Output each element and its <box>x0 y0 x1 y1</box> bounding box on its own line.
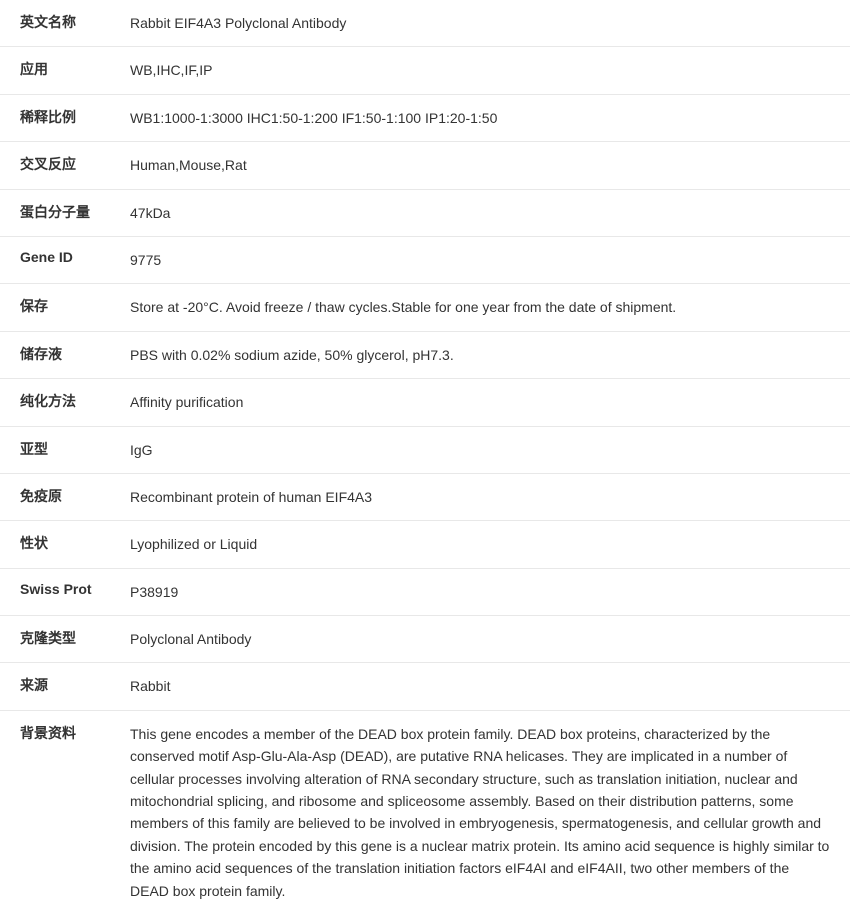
row-label: Swiss Prot <box>0 569 130 615</box>
row-label: 稀释比例 <box>0 95 130 141</box>
row-value: Store at -20°C. Avoid freeze / thaw cycl… <box>130 284 850 330</box>
row-label: 免疫原 <box>0 474 130 520</box>
product-spec-table: 英文名称Rabbit EIF4A3 Polyclonal Antibody应用W… <box>0 0 850 914</box>
table-row: 免疫原Recombinant protein of human EIF4A3 <box>0 474 850 521</box>
table-row: 应用WB,IHC,IF,IP <box>0 47 850 94</box>
row-value: WB,IHC,IF,IP <box>130 47 850 93</box>
row-label: Gene ID <box>0 237 130 283</box>
row-value: Recombinant protein of human EIF4A3 <box>130 474 850 520</box>
row-value: WB1:1000-1:3000 IHC1:50-1:200 IF1:50-1:1… <box>130 95 850 141</box>
row-label: 保存 <box>0 284 130 330</box>
row-label: 蛋白分子量 <box>0 190 130 236</box>
row-value: Polyclonal Antibody <box>130 616 850 662</box>
row-value: IgG <box>130 427 850 473</box>
row-label: 纯化方法 <box>0 379 130 425</box>
row-label: 来源 <box>0 663 130 709</box>
row-label: 亚型 <box>0 427 130 473</box>
row-label: 交叉反应 <box>0 142 130 188</box>
row-label: 克隆类型 <box>0 616 130 662</box>
table-row: 保存Store at -20°C. Avoid freeze / thaw cy… <box>0 284 850 331</box>
table-row: 英文名称Rabbit EIF4A3 Polyclonal Antibody <box>0 0 850 47</box>
row-label: 英文名称 <box>0 0 130 46</box>
table-row: 储存液PBS with 0.02% sodium azide, 50% glyc… <box>0 332 850 379</box>
table-row: 克隆类型Polyclonal Antibody <box>0 616 850 663</box>
row-value: Human,Mouse,Rat <box>130 142 850 188</box>
row-value: 47kDa <box>130 190 850 236</box>
table-row: 纯化方法Affinity purification <box>0 379 850 426</box>
row-label: 性状 <box>0 521 130 567</box>
row-value: 9775 <box>130 237 850 283</box>
row-label: 应用 <box>0 47 130 93</box>
table-row: Swiss ProtP38919 <box>0 569 850 616</box>
table-row: Gene ID9775 <box>0 237 850 284</box>
table-row: 性状Lyophilized or Liquid <box>0 521 850 568</box>
table-row: 背景资料This gene encodes a member of the DE… <box>0 711 850 914</box>
table-row: 稀释比例WB1:1000-1:3000 IHC1:50-1:200 IF1:50… <box>0 95 850 142</box>
row-value: Affinity purification <box>130 379 850 425</box>
row-value: Rabbit EIF4A3 Polyclonal Antibody <box>130 0 850 46</box>
row-value: Lyophilized or Liquid <box>130 521 850 567</box>
row-value: Rabbit <box>130 663 850 709</box>
row-value: PBS with 0.02% sodium azide, 50% glycero… <box>130 332 850 378</box>
row-value: P38919 <box>130 569 850 615</box>
row-value: This gene encodes a member of the DEAD b… <box>130 711 850 914</box>
row-label: 背景资料 <box>0 711 130 914</box>
table-row: 交叉反应Human,Mouse,Rat <box>0 142 850 189</box>
table-row: 亚型IgG <box>0 427 850 474</box>
table-row: 来源Rabbit <box>0 663 850 710</box>
row-label: 储存液 <box>0 332 130 378</box>
table-row: 蛋白分子量47kDa <box>0 190 850 237</box>
